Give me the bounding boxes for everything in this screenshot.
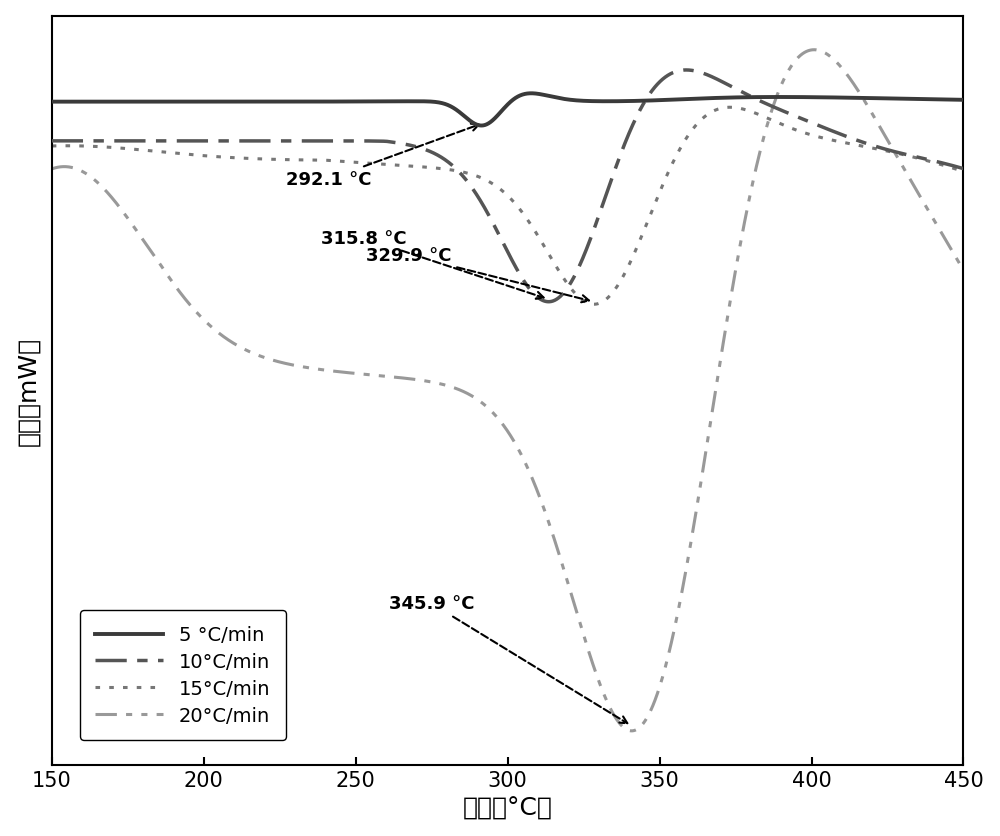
10°C/min [680,66,692,76]
15°C/min [957,167,969,177]
5 °C/min [525,89,537,99]
Y-axis label: 热流（mW）: 热流（mW） [17,336,41,446]
10°C/min [211,136,223,146]
15°C/min [593,299,605,309]
20°C/min [808,46,820,56]
5 °C/min [957,95,969,105]
20°C/min [46,165,58,175]
20°C/min [796,50,808,60]
10°C/min [593,212,605,222]
10°C/min [639,97,651,107]
10°C/min [394,139,406,149]
Text: 345.9 °C: 345.9 °C [389,594,627,723]
15°C/min [639,224,651,234]
20°C/min [639,716,651,726]
5 °C/min [475,121,487,131]
10°C/min [957,165,969,175]
20°C/min [394,373,406,383]
20°C/min [626,726,638,736]
Legend: 5 °C/min, 10°C/min, 15°C/min, 20°C/min: 5 °C/min, 10°C/min, 15°C/min, 20°C/min [80,610,286,741]
Line: 5 °C/min: 5 °C/min [52,94,963,126]
10°C/min [796,115,808,125]
20°C/min [957,266,969,276]
15°C/min [726,103,738,113]
X-axis label: 温度（°C）: 温度（°C） [463,795,553,819]
Line: 10°C/min: 10°C/min [52,71,963,303]
10°C/min [543,298,555,308]
5 °C/min [394,97,406,107]
5 °C/min [726,94,738,104]
Text: 315.8 °C: 315.8 °C [321,230,544,299]
Line: 20°C/min: 20°C/min [52,51,963,731]
20°C/min [593,675,605,686]
20°C/min [211,328,223,338]
Line: 15°C/min: 15°C/min [52,108,963,305]
15°C/min [724,103,736,113]
5 °C/min [211,98,223,108]
20°C/min [726,285,738,295]
15°C/min [796,128,808,138]
10°C/min [726,83,738,93]
15°C/min [46,142,58,152]
15°C/min [588,300,600,310]
5 °C/min [796,93,808,103]
5 °C/min [639,96,651,106]
15°C/min [394,161,406,171]
5 °C/min [593,97,605,107]
10°C/min [46,136,58,146]
Text: 329.9 °C: 329.9 °C [366,247,589,303]
Text: 292.1 °C: 292.1 °C [286,125,479,189]
5 °C/min [46,98,58,108]
15°C/min [211,152,223,162]
